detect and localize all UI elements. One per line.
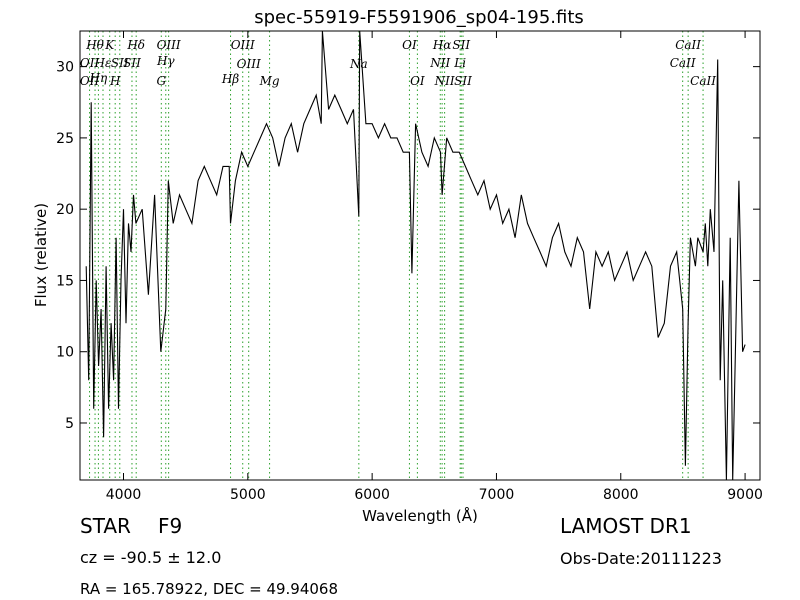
line-marker-label: Hε bbox=[94, 56, 112, 70]
x-tick-label: 9000 bbox=[727, 487, 763, 503]
obs-date: Obs-Date:20111223 bbox=[560, 549, 722, 568]
line-marker-label: Hβ bbox=[221, 72, 239, 86]
line-marker-label: Hδ bbox=[126, 38, 145, 52]
y-tick-label: 10 bbox=[56, 345, 74, 361]
x-axis-label: Wavelength (Å) bbox=[362, 506, 478, 525]
coordinates: RA = 165.78922, DEC = 49.94068 bbox=[80, 580, 339, 598]
line-marker-label: H bbox=[109, 74, 121, 88]
line-marker-label: SII bbox=[452, 38, 470, 52]
redshift-text: cz = -90.5 ± 12.0 bbox=[80, 548, 222, 567]
line-marker-label: K bbox=[104, 38, 115, 52]
object-subclass: F9 bbox=[158, 514, 183, 538]
y-tick-label: 5 bbox=[65, 416, 74, 432]
line-marker-label: Mg bbox=[259, 74, 280, 88]
x-tick-label: 6000 bbox=[354, 487, 390, 503]
spectrum-series-line bbox=[85, 30, 746, 481]
survey-name: LAMOST DR1 bbox=[560, 514, 692, 538]
line-marker-label: OI bbox=[402, 38, 417, 52]
line-marker-label: Li bbox=[453, 56, 466, 70]
line-marker-label: OIII bbox=[157, 38, 181, 52]
line-marker-label: Hγ bbox=[156, 54, 175, 68]
line-marker-label: OI bbox=[410, 74, 425, 88]
y-tick-label: 25 bbox=[56, 131, 74, 147]
line-marker-label: Hθ bbox=[85, 38, 104, 52]
line-marker-label: Na bbox=[349, 57, 368, 71]
y-tick-label: 15 bbox=[56, 273, 74, 289]
line-marker-label: NII bbox=[434, 74, 455, 88]
line-marker-label: CaII bbox=[670, 56, 696, 70]
line-marker-label: SII bbox=[111, 56, 129, 70]
y-axis-label: Flux (relative) bbox=[32, 203, 50, 307]
spectral-line-labels: OIIOIIHθHηHεKHSIISIIHδGHγOIIIHβOIIIOIIIM… bbox=[80, 38, 716, 88]
y-tick-label: 20 bbox=[56, 202, 74, 218]
chart-title: spec-55919-F5591906_sp04-195.fits bbox=[254, 7, 584, 28]
spectral-line-markers bbox=[89, 31, 704, 480]
line-marker-label: CaII bbox=[675, 38, 701, 52]
line-marker-label: OIII bbox=[231, 38, 255, 52]
line-marker-label: Hη bbox=[89, 71, 108, 85]
line-marker-label: SII bbox=[123, 56, 141, 70]
object-class: STAR bbox=[80, 514, 131, 538]
x-tick-label: 5000 bbox=[230, 487, 266, 503]
x-axis-ticks: 4000 5000 6000 7000 8000 9000 bbox=[106, 31, 763, 503]
line-marker-label: G bbox=[157, 74, 167, 88]
line-marker-label: OII bbox=[80, 74, 100, 88]
y-axis-ticks: 5 10 15 20 25 30 bbox=[56, 60, 760, 432]
line-marker-label: NII bbox=[429, 56, 450, 70]
x-tick-label: 7000 bbox=[479, 487, 515, 503]
line-marker-label: CaII bbox=[690, 74, 716, 88]
x-tick-label: 4000 bbox=[106, 487, 142, 503]
plot-frame bbox=[79, 30, 761, 481]
line-marker-label: OIII bbox=[237, 57, 261, 71]
line-marker-label: Hα bbox=[432, 38, 452, 52]
x-tick-label: 8000 bbox=[603, 487, 639, 503]
line-marker-label: SII bbox=[454, 74, 472, 88]
y-tick-label: 30 bbox=[56, 60, 74, 76]
